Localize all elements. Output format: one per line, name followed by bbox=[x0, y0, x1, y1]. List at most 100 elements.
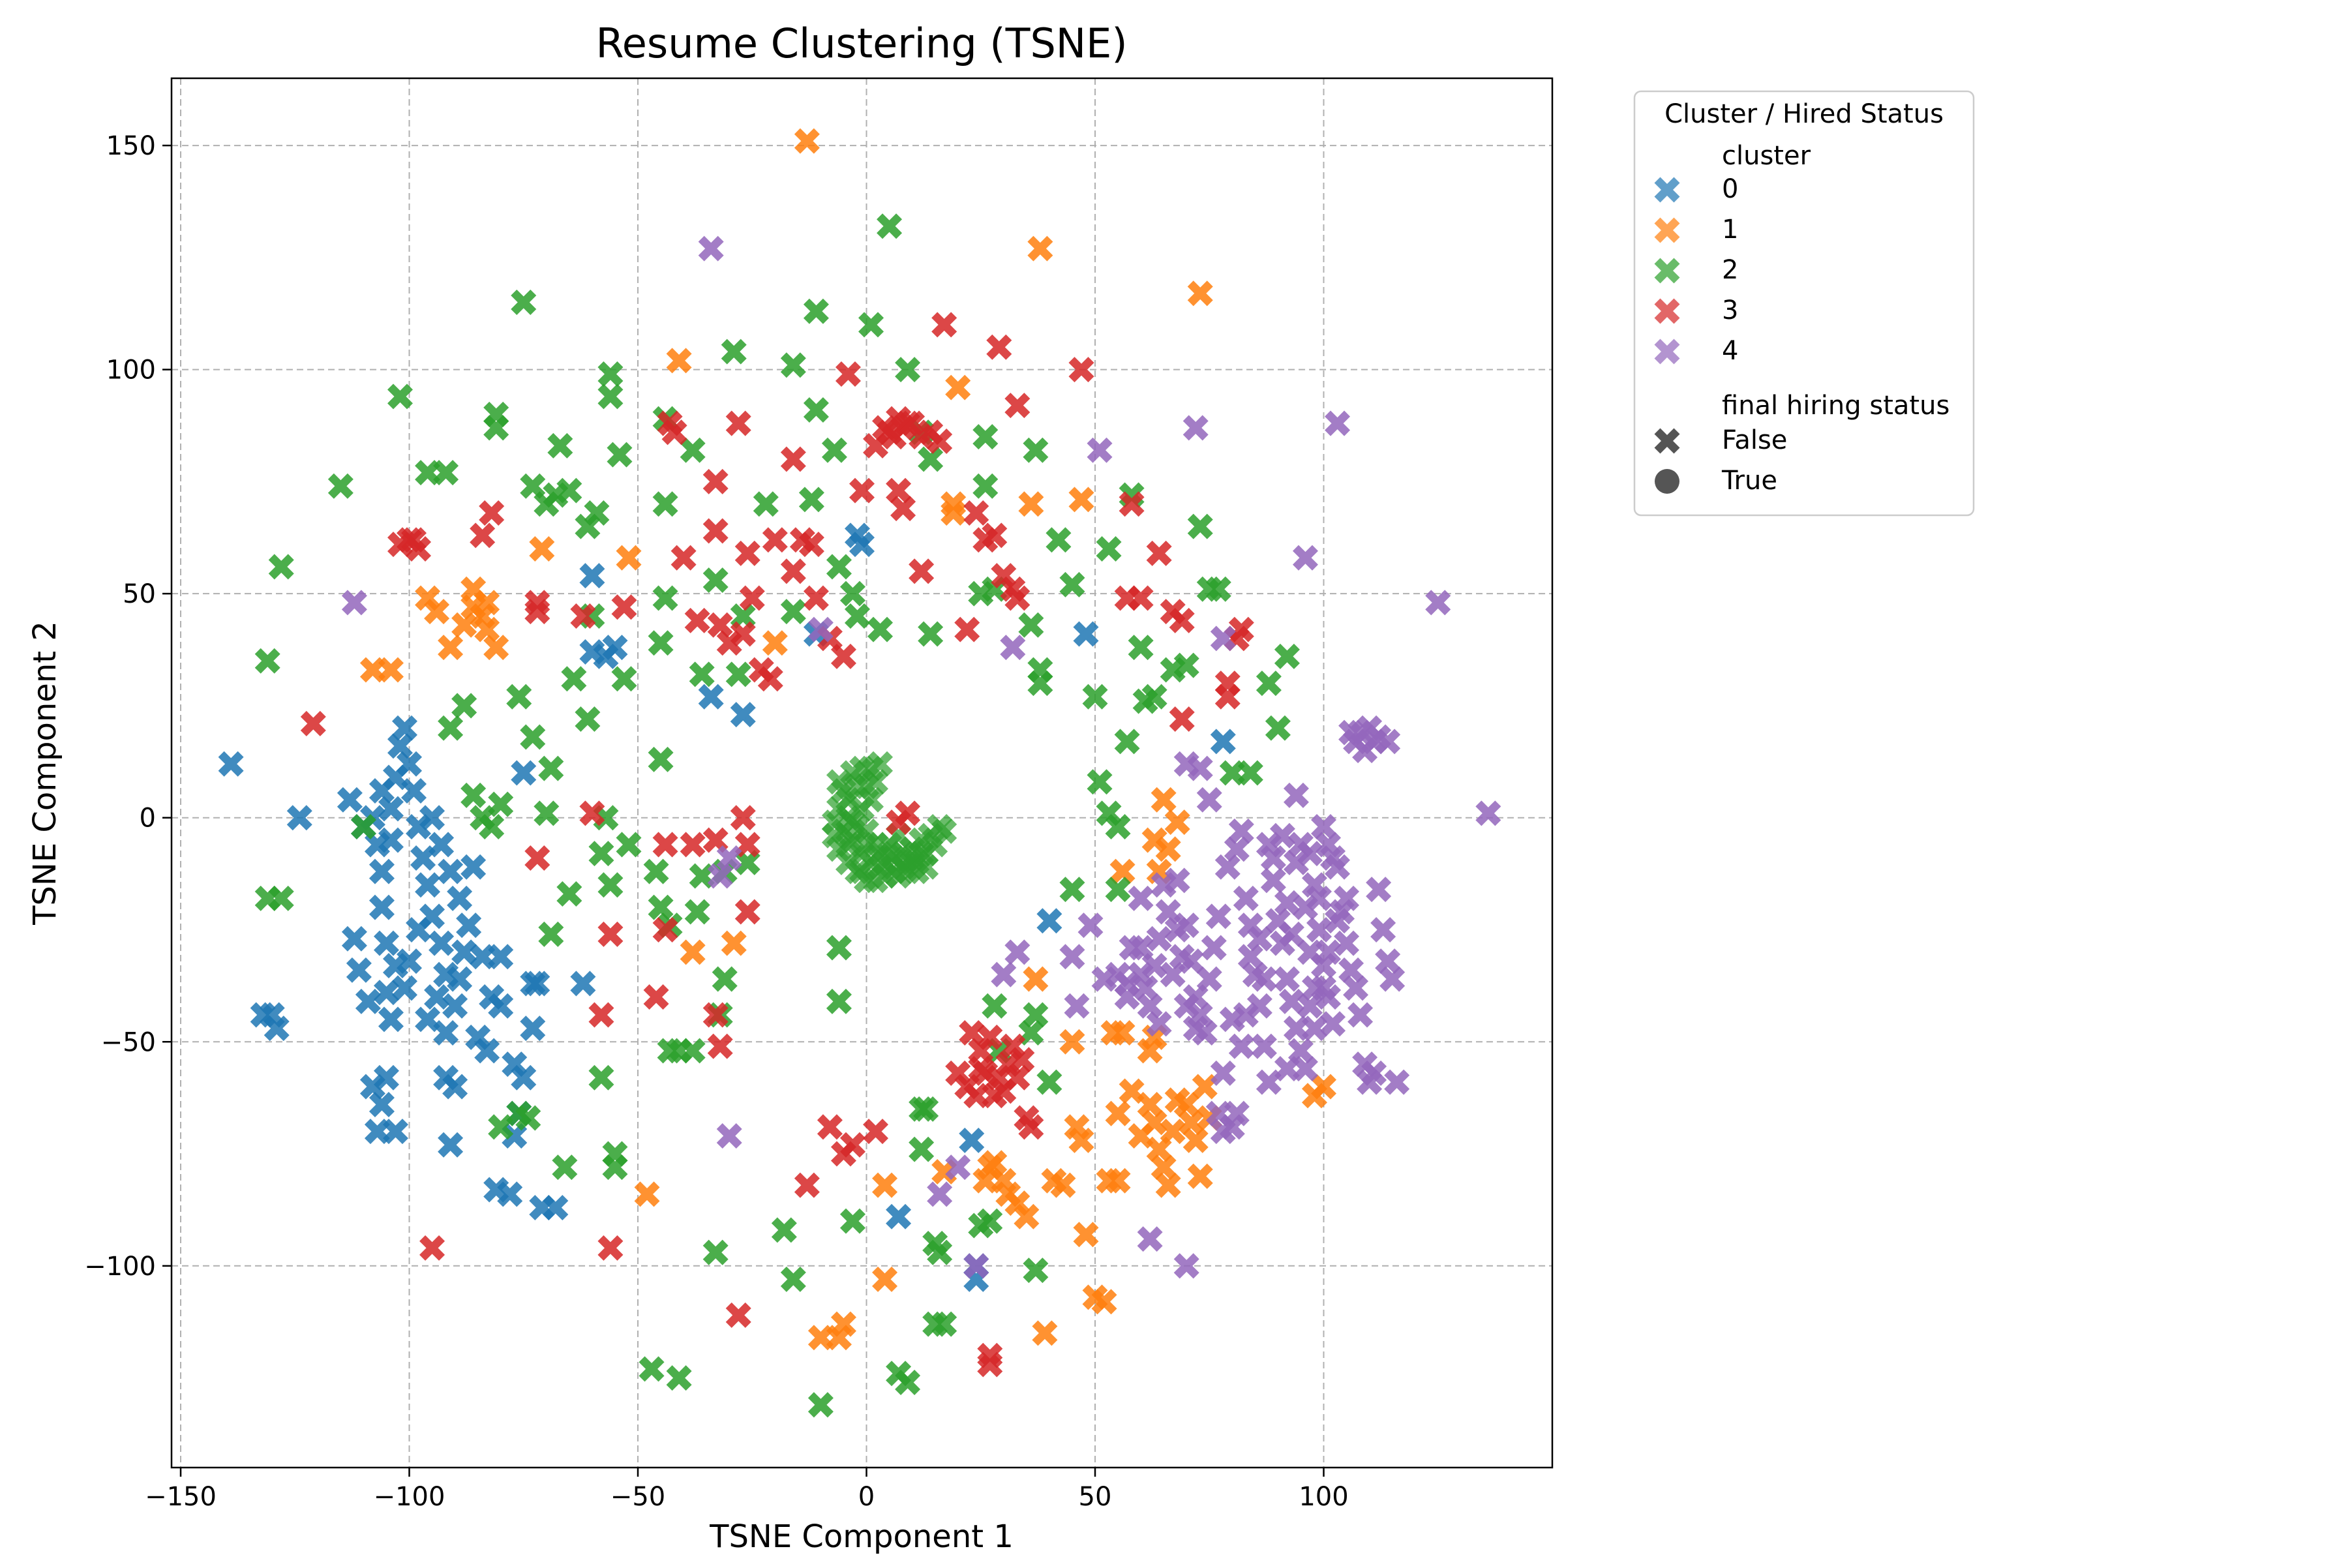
data-point bbox=[1256, 832, 1282, 858]
data-point bbox=[378, 796, 404, 822]
data-point bbox=[451, 939, 477, 965]
data-point bbox=[1173, 1253, 1199, 1279]
data-point bbox=[1343, 975, 1369, 1001]
data-point bbox=[391, 715, 418, 741]
data-point bbox=[529, 535, 555, 562]
data-point bbox=[872, 1172, 898, 1198]
data-point bbox=[1233, 1002, 1259, 1028]
data-point bbox=[867, 751, 894, 777]
data-point bbox=[1014, 1203, 1040, 1229]
data-point bbox=[1073, 621, 1099, 647]
data-point bbox=[821, 437, 847, 463]
data-point bbox=[927, 1239, 953, 1265]
data-point bbox=[817, 1114, 843, 1140]
data-point bbox=[1178, 1109, 1204, 1136]
data-point bbox=[991, 961, 1017, 988]
data-point bbox=[584, 500, 610, 526]
data-point bbox=[442, 993, 468, 1019]
data-point bbox=[794, 1172, 820, 1198]
data-point bbox=[977, 1208, 1003, 1234]
data-point bbox=[447, 885, 473, 911]
data-point bbox=[1210, 1119, 1236, 1145]
data-point bbox=[506, 684, 532, 710]
data-point bbox=[1425, 590, 1451, 616]
data-point bbox=[890, 496, 916, 522]
x-tick-label: 0 bbox=[858, 1482, 875, 1512]
data-point bbox=[986, 334, 1012, 360]
data-point bbox=[1109, 858, 1136, 884]
data-point bbox=[1128, 935, 1154, 961]
data-point bbox=[1182, 1016, 1209, 1042]
data-point bbox=[1128, 585, 1154, 611]
data-point bbox=[597, 872, 624, 898]
data-point bbox=[488, 944, 514, 970]
data-point bbox=[429, 832, 455, 858]
data-point bbox=[1347, 1002, 1374, 1028]
data-point bbox=[1000, 635, 1026, 661]
data-point bbox=[826, 554, 852, 580]
data-point bbox=[725, 661, 751, 687]
data-point bbox=[680, 939, 706, 965]
data-point bbox=[1196, 966, 1222, 992]
data-point bbox=[648, 894, 674, 920]
data-point bbox=[1004, 939, 1031, 965]
data-point bbox=[780, 446, 806, 472]
data-point bbox=[534, 491, 560, 517]
data-point bbox=[1187, 280, 1213, 307]
data-point bbox=[941, 500, 967, 526]
data-point bbox=[602, 1154, 628, 1181]
data-point bbox=[1105, 1168, 1131, 1194]
data-point bbox=[438, 858, 464, 884]
legend-frame bbox=[1633, 90, 1975, 517]
data-point bbox=[1128, 885, 1154, 911]
data-point bbox=[753, 491, 779, 517]
data-point bbox=[1366, 877, 1392, 903]
data-point bbox=[886, 1203, 912, 1229]
data-point bbox=[977, 1024, 1003, 1050]
data-point bbox=[369, 858, 395, 884]
data-point bbox=[474, 590, 500, 616]
data-point bbox=[391, 975, 418, 1001]
data-point bbox=[1128, 961, 1154, 988]
data-point bbox=[1375, 729, 1401, 755]
data-point bbox=[780, 558, 806, 584]
data-point bbox=[1087, 769, 1113, 795]
data-point bbox=[1210, 729, 1236, 755]
data-point bbox=[1256, 671, 1282, 697]
data-point bbox=[757, 666, 783, 692]
data-point bbox=[702, 1002, 729, 1028]
data-point bbox=[739, 585, 765, 611]
data-point bbox=[415, 872, 441, 898]
data-point bbox=[1146, 1011, 1172, 1037]
data-point bbox=[424, 984, 450, 1010]
data-point bbox=[830, 643, 856, 669]
data-point bbox=[977, 1351, 1003, 1378]
data-point bbox=[1210, 1060, 1236, 1086]
data-point bbox=[1164, 809, 1190, 836]
data-point bbox=[1187, 1163, 1213, 1189]
data-point bbox=[1475, 800, 1501, 826]
data-point bbox=[1173, 1091, 1199, 1117]
data-point bbox=[1082, 684, 1108, 710]
data-point bbox=[803, 298, 829, 324]
data-point bbox=[616, 545, 642, 571]
data-point bbox=[634, 1181, 660, 1207]
data-point bbox=[1320, 845, 1346, 871]
data-point bbox=[588, 1002, 614, 1028]
data-point bbox=[803, 397, 829, 423]
data-point bbox=[1228, 1033, 1254, 1059]
data-point bbox=[1141, 1109, 1167, 1136]
data-point bbox=[863, 1119, 889, 1145]
data-point bbox=[1027, 671, 1053, 697]
data-point bbox=[716, 1123, 742, 1149]
data-point bbox=[1018, 612, 1044, 638]
data-point bbox=[835, 805, 861, 831]
data-point bbox=[1059, 571, 1085, 597]
data-point bbox=[1325, 908, 1351, 934]
legend-hue-heading: cluster bbox=[1722, 141, 1811, 171]
data-point bbox=[1228, 818, 1254, 844]
data-point bbox=[670, 545, 697, 571]
data-point bbox=[597, 1235, 624, 1261]
data-point bbox=[442, 1074, 468, 1100]
data-point bbox=[547, 432, 573, 459]
